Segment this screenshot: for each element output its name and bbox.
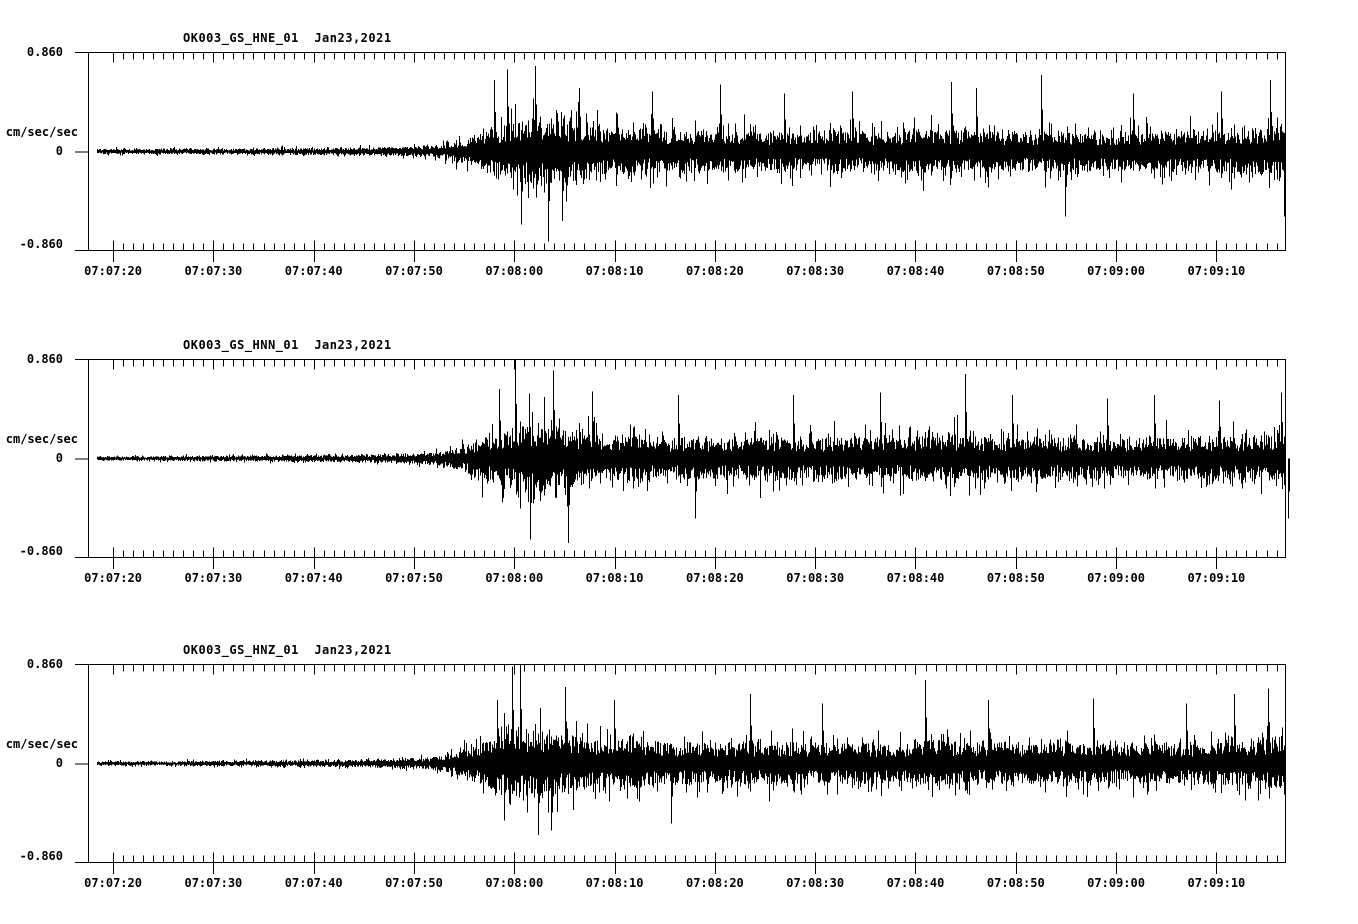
y-zero-label: 0	[55, 451, 63, 465]
waveform-plot-hnz	[75, 664, 1286, 874]
x-tick-label: 07:09:10	[1187, 264, 1246, 278]
axis-ticks	[75, 359, 1278, 569]
y-min-label: -0.860	[19, 849, 63, 863]
x-tick-label: 07:08:10	[585, 264, 644, 278]
panel-title-hne: OK003_GS_HNE_01 Jan23,2021	[183, 31, 392, 45]
seismic-trace-hnn	[97, 359, 1290, 543]
x-tick-label: 07:07:40	[284, 876, 343, 890]
x-tick-label: 07:08:40	[886, 264, 945, 278]
x-tick-label: 07:07:40	[284, 264, 343, 278]
x-tick-label: 07:07:30	[184, 571, 243, 585]
axis-ticks	[75, 52, 1278, 262]
y-min-label: -0.860	[19, 237, 63, 251]
x-tick-label: 07:08:40	[886, 876, 945, 890]
x-tick-label: 07:07:20	[84, 264, 142, 278]
panel-title-hnz: OK003_GS_HNZ_01 Jan23,2021	[183, 643, 392, 657]
x-tick-label: 07:08:40	[886, 571, 945, 585]
x-tick-label: 07:08:10	[585, 876, 644, 890]
x-tick-label: 07:07:30	[184, 264, 243, 278]
x-tick-label: 07:09:10	[1187, 876, 1246, 890]
x-tick-label: 07:08:50	[986, 264, 1045, 278]
waveform-plot-hnn	[75, 359, 1290, 569]
x-tick-label: 07:08:20	[685, 876, 744, 890]
x-tick-label: 07:08:30	[786, 876, 845, 890]
x-tick-label: 07:09:00	[1087, 571, 1145, 585]
seismic-trace-hnz	[97, 664, 1286, 836]
x-tick-label: 07:08:10	[585, 571, 644, 585]
waveform-plot-hne	[75, 52, 1286, 262]
y-zero-label: 0	[55, 144, 63, 158]
x-tick-label: 07:08:20	[685, 571, 744, 585]
x-tick-label: 07:07:40	[284, 571, 343, 585]
x-tick-label: 07:07:50	[385, 571, 443, 585]
y-units-label: cm/sec/sec	[5, 737, 78, 751]
y-zero-label: 0	[55, 756, 63, 770]
x-tick-label: 07:08:50	[986, 876, 1045, 890]
x-tick-label: 07:07:20	[84, 876, 142, 890]
x-tick-label: 07:08:00	[485, 264, 544, 278]
y-units-label: cm/sec/sec	[5, 125, 78, 139]
x-tick-label: 07:09:10	[1187, 571, 1246, 585]
x-tick-label: 07:07:20	[84, 571, 142, 585]
y-units-label: cm/sec/sec	[5, 432, 78, 446]
y-max-label: 0.860	[26, 657, 63, 671]
x-tick-label: 07:08:00	[485, 876, 544, 890]
y-max-label: 0.860	[26, 352, 63, 366]
x-tick-label: 07:08:30	[786, 264, 845, 278]
x-tick-label: 07:09:00	[1087, 264, 1145, 278]
x-tick-label: 07:07:30	[184, 876, 243, 890]
x-tick-label: 07:08:00	[485, 571, 544, 585]
axis-ticks	[75, 664, 1278, 874]
x-tick-label: 07:08:50	[986, 571, 1045, 585]
x-tick-label: 07:08:30	[786, 571, 845, 585]
seismic-trace-hne	[97, 65, 1286, 242]
y-min-label: -0.860	[19, 544, 63, 558]
x-tick-label: 07:08:20	[685, 264, 744, 278]
panel-title-hnn: OK003_GS_HNN_01 Jan23,2021	[183, 338, 392, 352]
x-tick-label: 07:07:50	[385, 264, 443, 278]
x-tick-label: 07:07:50	[385, 876, 443, 890]
x-tick-label: 07:09:00	[1087, 876, 1145, 890]
y-max-label: 0.860	[26, 45, 63, 59]
